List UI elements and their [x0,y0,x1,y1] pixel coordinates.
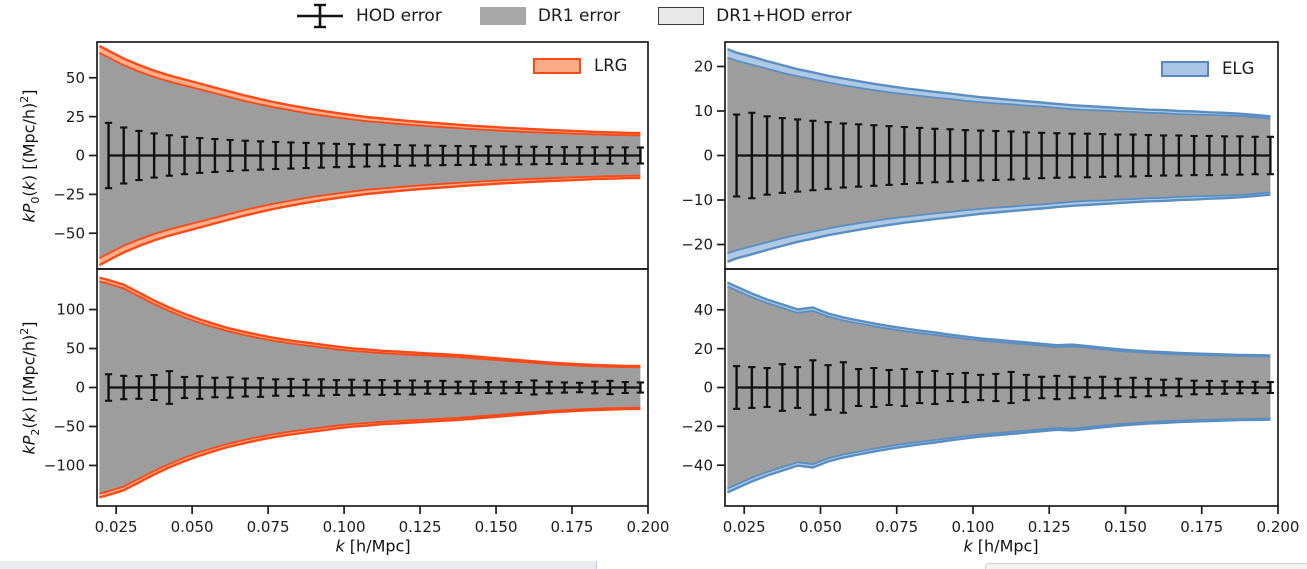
svg-text:0.125: 0.125 [399,518,442,536]
svg-text:10: 10 [694,102,713,120]
svg-text:0.100: 0.100 [952,518,995,536]
y-ticks: −50 −25 0 25 50 [53,69,97,242]
legend-label-hod-error: HOD error [356,6,442,26]
panel-elg-p0 [726,47,1274,264]
legend-label-lrg: LRG [594,56,628,75]
y-ticks: −100 −50 0 50 100 [44,301,97,475]
svg-text:0.025: 0.025 [723,518,766,536]
legend-entry-hod-error: HOD error [296,2,442,30]
y-ticks: −40 −20 0 20 40 [681,301,725,474]
legend-entry-dr1-error: DR1 error [479,6,621,26]
dr1hod-edge [726,47,1271,118]
hod-errorbars [104,370,645,405]
svg-text:−20: −20 [681,418,713,436]
svg-text:40: 40 [694,301,713,319]
dr1hod-edge [99,407,641,499]
svg-text:0.200: 0.200 [627,518,670,536]
svg-text:−20: −20 [681,236,713,254]
dr1hod-edge [98,176,641,267]
screenshot-artifact-right [985,563,1307,569]
svg-text:50: 50 [66,340,85,358]
legend-label-elg: ELG [1222,59,1255,78]
xlabel-left: k [h/Mpc] [335,536,411,556]
svg-text:−40: −40 [681,456,713,474]
dr1-edge [99,280,641,369]
ylabel-kp0: kP0(k) [(Mpc/h)2] [18,89,42,223]
dr1-error-swatch [479,7,526,25]
svg-text:−10: −10 [681,191,713,209]
screenshot-artifact-left [0,561,597,569]
svg-text:−100: −100 [44,457,85,475]
svg-text:0.025: 0.025 [95,518,138,536]
svg-text:25: 25 [66,108,85,126]
svg-text:0.150: 0.150 [1104,518,1147,536]
svg-text:0.175: 0.175 [551,518,594,536]
svg-text:0.175: 0.175 [1180,518,1223,536]
x-ticks: 0.025 0.050 0.075 0.100 0.125 0.150 0.175 0.200 [723,506,1300,536]
dr1-edge [98,174,641,259]
legend-label-dr1hod-error: DR1+HOD error [716,6,852,26]
svg-text:−50: −50 [53,418,85,436]
svg-text:0: 0 [703,147,713,165]
svg-text:0.125: 0.125 [1028,518,1071,536]
panel-lrg-p0 [98,44,645,267]
panel-elg-p2 [726,281,1274,494]
svg-text:100: 100 [56,301,85,319]
svg-text:0: 0 [703,379,713,397]
elg-band-swatch [1161,60,1209,77]
xlabel-right: k [h/Mpc] [963,536,1039,556]
hod-errorbars [732,359,1274,416]
dr1-edge [99,406,641,495]
svg-text:20: 20 [694,58,713,76]
dr1-edge [727,191,1271,255]
legend-label-dr1-error: DR1 error [537,6,621,26]
svg-text:0.150: 0.150 [475,518,518,536]
legend-elg: ELG [1161,59,1254,78]
svg-text:0.075: 0.075 [247,518,290,536]
legend-entry-dr1hod-error: DR1+HOD error [658,6,852,26]
svg-text:−50: −50 [53,224,85,242]
dr1hod-error-swatch [658,7,705,25]
svg-text:0.075: 0.075 [875,518,918,536]
hod-errorbars [104,121,645,190]
y-ticks: −20 −10 0 10 20 [681,58,725,254]
figure-legend: HOD error DR1 error DR1+HOD error [296,2,852,30]
svg-text:0.100: 0.100 [323,518,366,536]
legend-lrg: LRG [533,56,627,75]
svg-text:0: 0 [75,147,85,165]
dr1hod-edge [726,281,1271,357]
panel-lrg-p2 [99,276,645,499]
hod-errorbars [732,111,1274,200]
dr1hod-edge [98,44,641,135]
ylabel-kp2: kP2(k) [(Mpc/h)2] [18,321,42,455]
x-ticks: 0.025 0.050 0.075 0.100 0.125 0.150 0.175 0.200 [95,506,670,536]
svg-text:0.050: 0.050 [799,518,842,536]
dr1-edge [727,56,1271,120]
dr1-edge [727,417,1271,490]
dr1hod-edge [726,418,1271,494]
svg-text:20: 20 [694,340,713,358]
lrg-band-swatch [533,57,581,74]
svg-text:0.200: 0.200 [1257,518,1300,536]
svg-text:0: 0 [75,379,85,397]
dr1hod-edge [726,193,1271,264]
hod-errorbar-icon [297,3,343,29]
svg-text:0.050: 0.050 [171,518,214,536]
dr1hod-edge [99,276,641,368]
dr1-edge [727,285,1271,358]
svg-text:−25: −25 [53,186,85,204]
svg-text:50: 50 [66,69,85,87]
dr1-edge [98,52,641,137]
